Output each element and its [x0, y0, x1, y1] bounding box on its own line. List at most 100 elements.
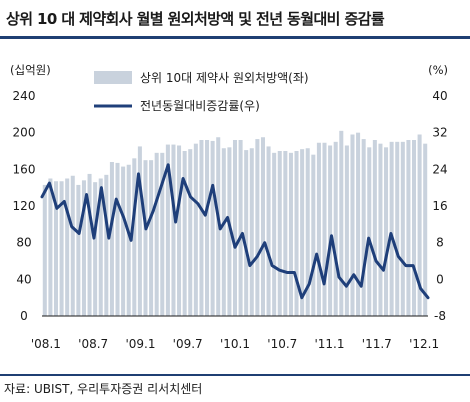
bar [154, 152, 159, 316]
bar [350, 134, 355, 316]
legend-bar-swatch [94, 71, 132, 84]
x-tick-label: '08.1 [31, 337, 61, 351]
bar [328, 145, 333, 316]
bar [260, 137, 265, 316]
bar [81, 180, 86, 316]
right-tick-label: 8 [436, 236, 444, 250]
bar [104, 174, 109, 316]
bar [227, 147, 232, 316]
right-tick-label: 24 [432, 162, 447, 176]
bar [372, 140, 377, 316]
left-tick-label: 240 [13, 89, 36, 103]
left-axis-unit: (십억원) [10, 63, 51, 77]
legend-line-label: 전년동월대비증감률(우) [140, 99, 260, 113]
bar [177, 145, 182, 316]
bar [193, 143, 198, 316]
x-tick-label: '11.7 [362, 337, 392, 351]
x-axis-ticks: '08.1 '08.7 '09.1 '09.7 '10.1 '10.7 '11.1 '11.7… [31, 337, 439, 351]
bar [171, 144, 176, 316]
bar [65, 178, 70, 316]
bar [59, 181, 64, 316]
bar [87, 173, 92, 316]
right-tick-label: 32 [432, 126, 447, 140]
bar [423, 143, 428, 316]
bar [216, 137, 221, 316]
bar [305, 148, 310, 316]
left-tick-label: 160 [13, 162, 36, 176]
x-tick-label: '08.7 [78, 337, 108, 351]
bar [339, 130, 344, 316]
bar [232, 140, 238, 316]
bar [266, 146, 271, 316]
x-tick-label: '11.1 [314, 337, 344, 351]
bar [42, 184, 47, 316]
bar [272, 152, 277, 316]
bar [70, 175, 75, 316]
line-series [40, 163, 430, 300]
title-rule [0, 36, 470, 39]
bar [182, 151, 187, 316]
bar [98, 178, 103, 316]
bar [53, 181, 58, 316]
bar [406, 140, 411, 316]
bar [244, 150, 249, 316]
left-tick-label: 120 [13, 199, 36, 213]
chart-title: 상위 10 대 제약회사 월별 원외처방액 및 전년 동월대비 증감률 [6, 10, 385, 28]
right-tick-label: 0 [436, 272, 444, 286]
bar [132, 158, 137, 316]
bar [143, 160, 148, 316]
bar [389, 141, 394, 316]
bar [344, 145, 349, 316]
bar [395, 141, 400, 316]
bar [205, 140, 210, 316]
bar [76, 184, 81, 316]
left-tick-label: 80 [16, 236, 31, 250]
source-note: 자료: UBIST, 우리투자증권 리서치센터 [4, 382, 203, 396]
right-tick-label: 16 [432, 199, 447, 213]
left-tick-label: 200 [13, 126, 36, 140]
bar [238, 140, 243, 316]
bar [367, 147, 372, 316]
bar [48, 178, 53, 316]
x-tick-label: '12.1 [409, 337, 439, 351]
left-tick-label: 0 [20, 309, 28, 323]
bar [322, 142, 327, 316]
bar [165, 144, 170, 316]
right-axis-ticks: 40 32 24 16 8 0 -8 [432, 89, 447, 323]
bar [126, 164, 131, 316]
left-tick-label: 40 [16, 272, 31, 286]
bar [283, 151, 288, 316]
left-axis-ticks: 240 200 160 120 80 40 0 [13, 89, 36, 323]
bar [300, 149, 305, 316]
bar [137, 146, 142, 316]
bar [333, 141, 338, 316]
bar [378, 143, 383, 316]
bar [384, 147, 389, 316]
bar [277, 151, 282, 316]
bar [294, 151, 299, 316]
growth-line [40, 163, 430, 300]
bar [356, 132, 361, 316]
bar [221, 148, 226, 316]
bar [160, 152, 165, 316]
bar [121, 166, 126, 316]
bar [316, 142, 321, 316]
bar [255, 139, 260, 316]
bar [311, 154, 316, 316]
bar [412, 140, 417, 316]
bar [210, 140, 215, 316]
legend: 상위 10대 제약사 원외처방액(좌) 전년동월대비증감률(우) [94, 70, 309, 113]
x-tick-label: '10.1 [220, 337, 250, 351]
bar [188, 149, 193, 316]
right-tick-label: 40 [432, 89, 447, 103]
x-tick-label: '10.7 [267, 337, 297, 351]
bar [249, 148, 254, 316]
x-tick-label: '09.7 [173, 337, 203, 351]
bar [149, 160, 154, 316]
bar-series [42, 130, 428, 316]
source-rule [0, 374, 470, 376]
bar [361, 139, 366, 316]
x-tick-label: '09.1 [125, 337, 155, 351]
right-tick-label: -8 [434, 309, 446, 323]
bar [199, 140, 204, 316]
